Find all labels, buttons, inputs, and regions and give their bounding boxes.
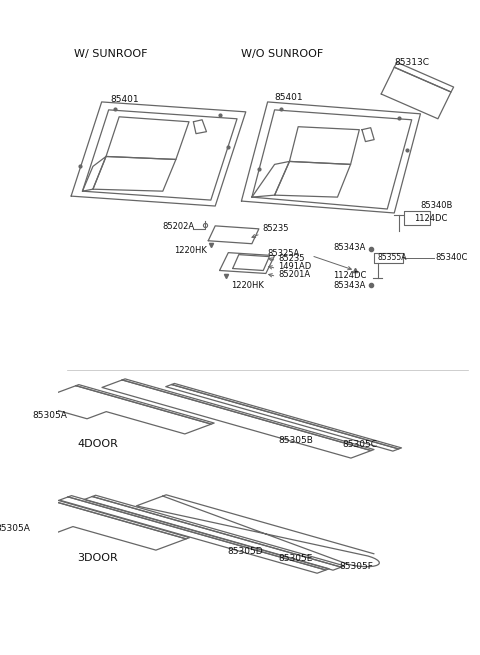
Text: 4DOOR: 4DOOR (77, 439, 118, 449)
Text: 85340C: 85340C (435, 253, 468, 262)
Text: 85305A: 85305A (0, 524, 31, 533)
Text: 1220HK: 1220HK (231, 281, 264, 290)
Text: 85355A: 85355A (378, 253, 407, 262)
Text: W/ SUNROOF: W/ SUNROOF (74, 49, 147, 60)
Text: W/O SUNROOF: W/O SUNROOF (241, 49, 324, 60)
Text: 85401: 85401 (110, 96, 139, 104)
Text: 85305F: 85305F (339, 563, 373, 571)
Text: 85305B: 85305B (278, 436, 313, 445)
Text: 85340B: 85340B (420, 200, 453, 210)
Text: 85343A: 85343A (333, 243, 365, 252)
Text: 85305C: 85305C (342, 440, 377, 449)
Text: 85305E: 85305E (278, 553, 312, 563)
Text: 85343A: 85343A (333, 281, 365, 290)
Text: 1124DC: 1124DC (414, 214, 448, 223)
Text: 1124DC: 1124DC (333, 271, 367, 280)
Text: 85325A: 85325A (268, 249, 300, 258)
Text: 85201A: 85201A (278, 270, 310, 279)
Text: 85313C: 85313C (394, 58, 429, 67)
Text: 3DOOR: 3DOOR (77, 553, 118, 563)
Text: 85202A: 85202A (163, 222, 195, 231)
Text: 85235: 85235 (278, 254, 305, 263)
Text: 85401: 85401 (275, 94, 303, 102)
Text: 1220HK: 1220HK (174, 246, 207, 255)
Text: 1491AD: 1491AD (278, 262, 312, 271)
Text: 85305D: 85305D (227, 547, 263, 555)
Text: 85235: 85235 (263, 225, 289, 233)
Text: 85305A: 85305A (32, 411, 67, 420)
